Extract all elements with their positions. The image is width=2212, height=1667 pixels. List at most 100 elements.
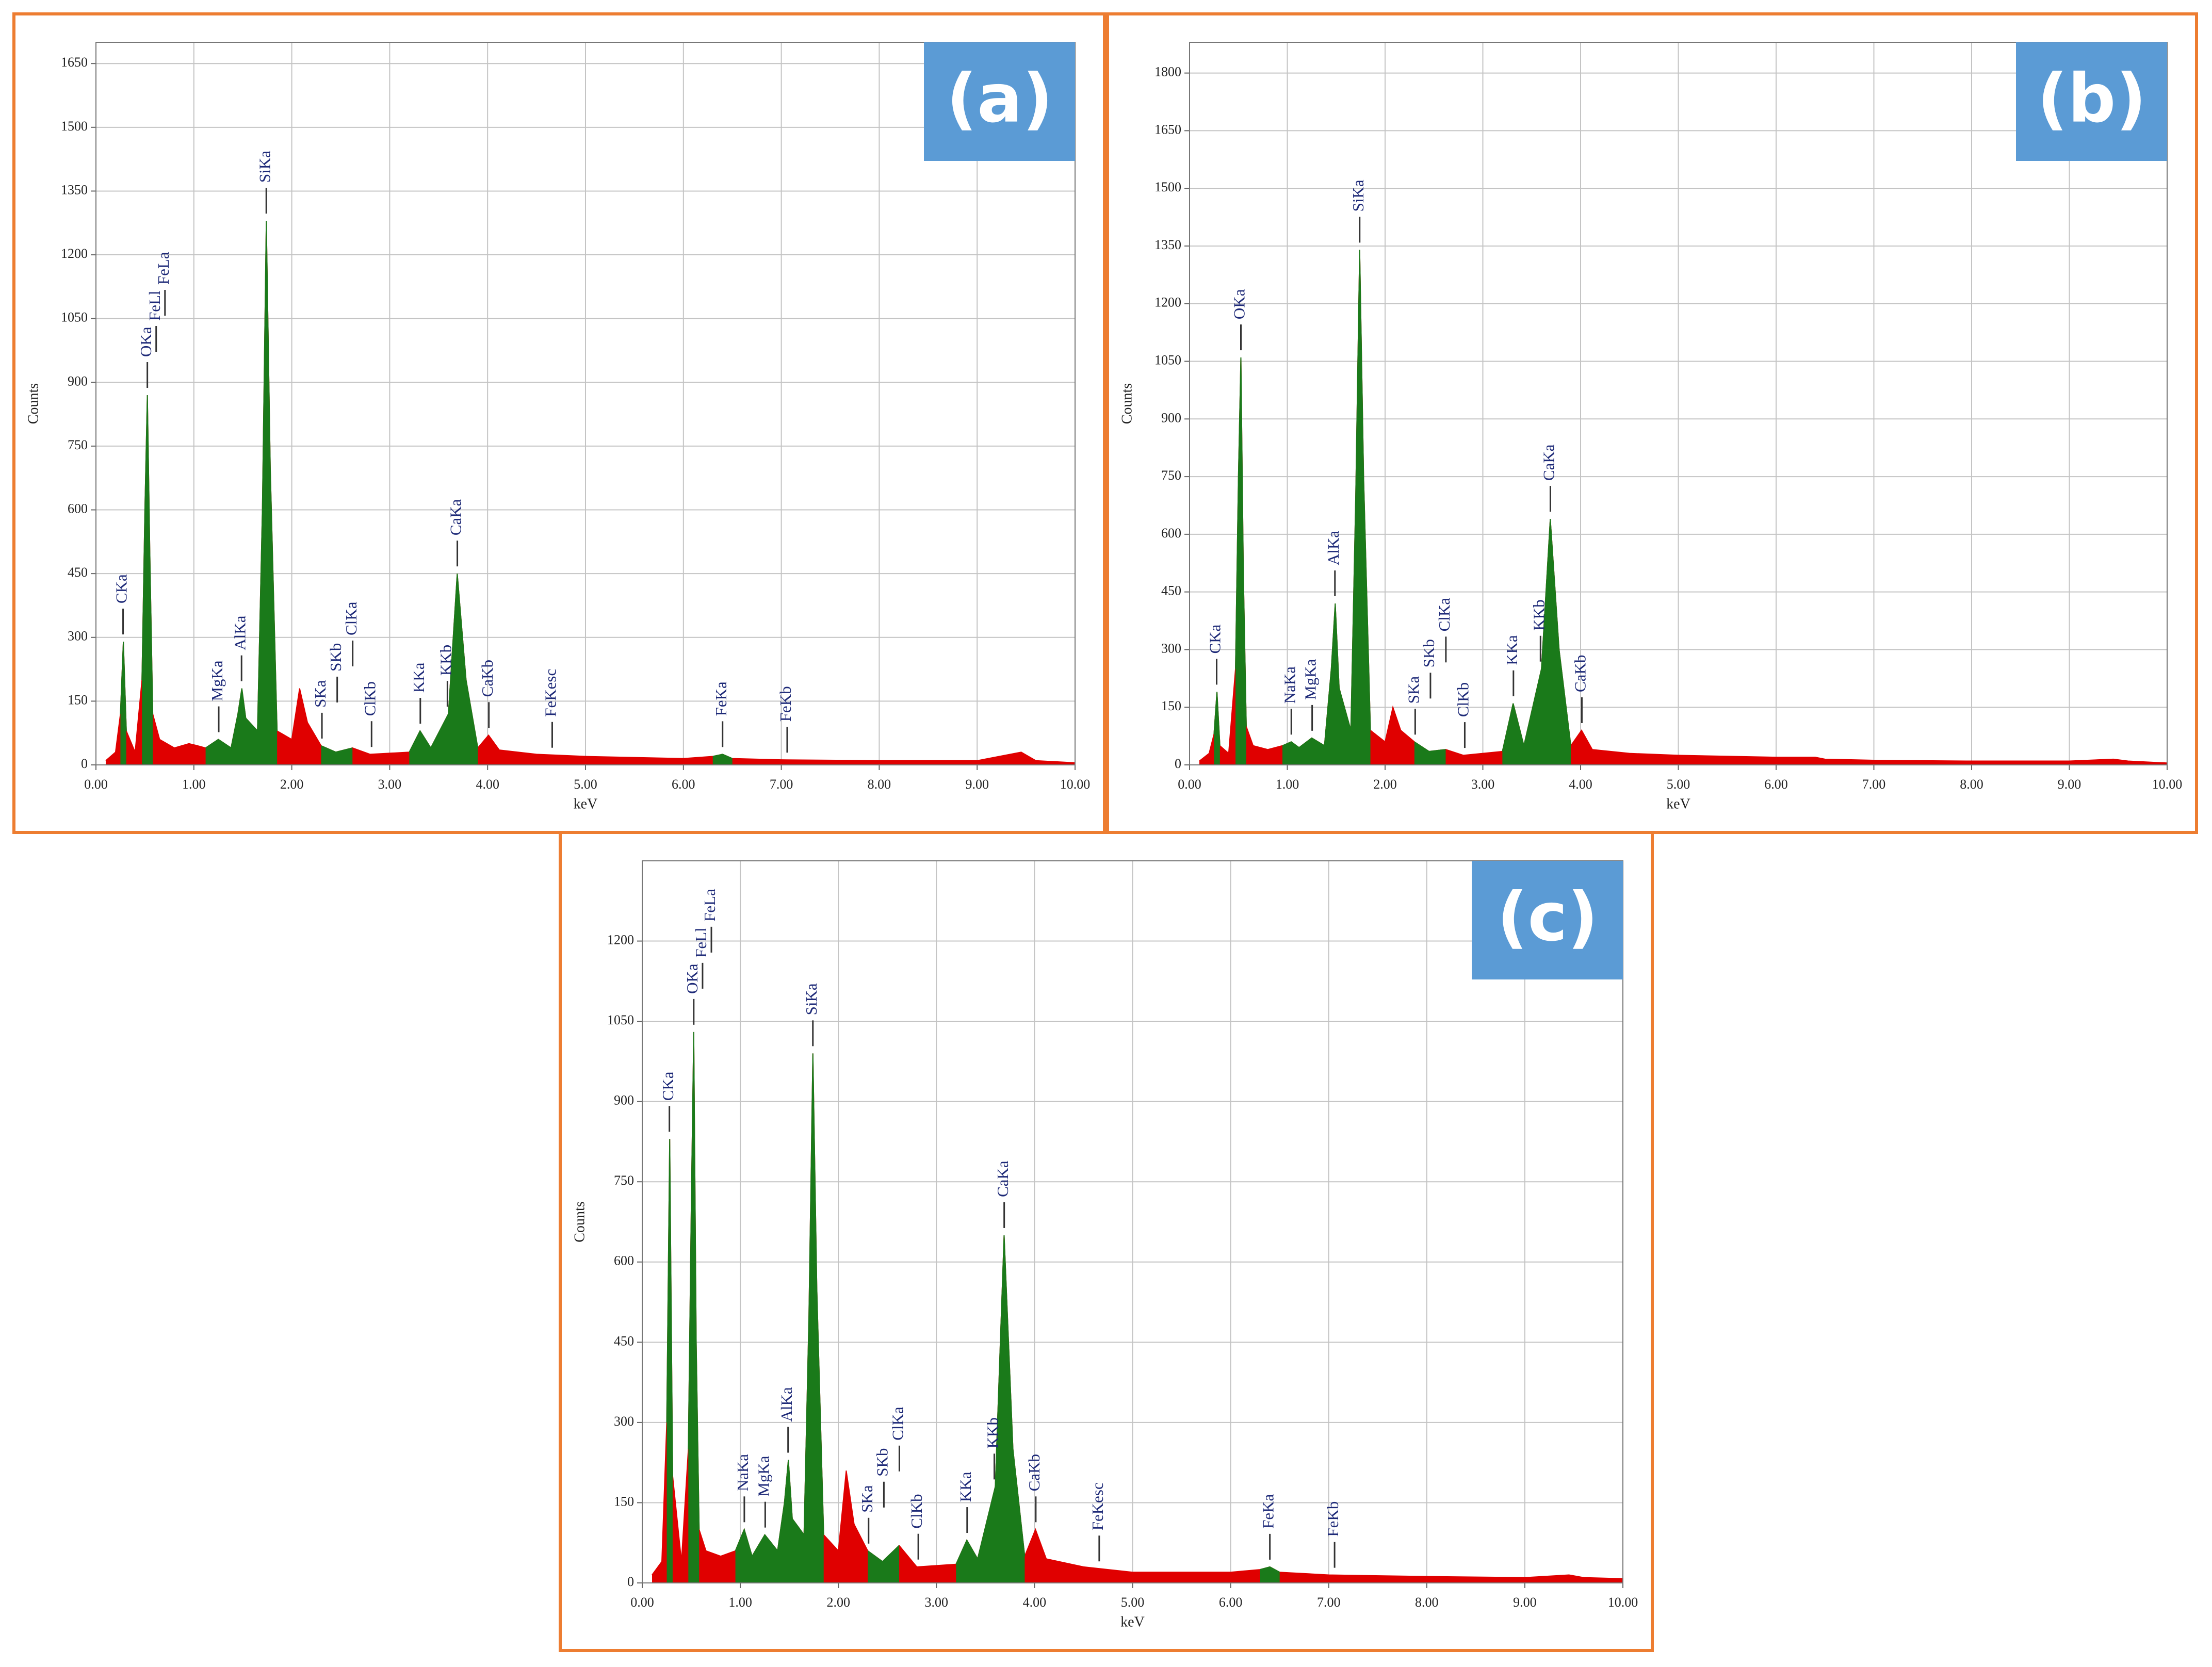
peak-label: FeKa — [1259, 1494, 1277, 1529]
y-tick-label: 300 — [68, 629, 88, 644]
spectrum-area — [666, 1032, 1280, 1583]
peak-label: CaKa — [994, 1161, 1012, 1197]
peak-label: FeKesc — [1088, 1482, 1107, 1530]
peak-label: SiKa — [802, 983, 820, 1015]
peak-label: KKa — [1503, 635, 1521, 665]
y-tick-label: 1050 — [607, 1012, 634, 1027]
peak-label: KKb — [984, 1417, 1002, 1448]
y-tick-label: 900 — [614, 1093, 634, 1108]
peak-label: CaKb — [1025, 1454, 1043, 1491]
spectrum-area — [120, 221, 733, 765]
y-tick-label: 1050 — [1154, 352, 1181, 367]
y-tick-label: 150 — [68, 692, 88, 707]
x-tick-label: 4.00 — [1569, 777, 1592, 792]
peak-label: OKa — [137, 326, 155, 357]
peak-label: KKa — [410, 662, 428, 693]
peak-label: SKb — [873, 1448, 891, 1477]
peak-label: ClKb — [361, 681, 379, 716]
x-tick-label: 6.00 — [1764, 777, 1788, 792]
plot-frame — [642, 860, 1623, 1583]
peak-label: FeKesc — [542, 669, 560, 717]
peak-label: SiKa — [255, 151, 273, 183]
peak-label: MgKa — [1302, 659, 1320, 699]
y-tick-label: 150 — [614, 1494, 634, 1509]
peak-label: CaKb — [1571, 655, 1589, 692]
peak-label: FeLa — [701, 889, 719, 922]
peak-label: CaKa — [1540, 444, 1558, 481]
x-tick-label: 7.00 — [770, 777, 793, 792]
peak-label: SiKa — [1349, 179, 1367, 211]
panel-border — [12, 12, 1106, 834]
peak-label: ClKb — [1454, 682, 1472, 717]
x-tick-label: 8.00 — [1415, 1595, 1439, 1610]
peak-label: NaKa — [1280, 666, 1298, 704]
panel-label: (a) — [947, 59, 1053, 138]
x-tick-label: 6.00 — [1219, 1595, 1243, 1610]
x-axis-label: keV — [574, 796, 598, 812]
peak-label: SKa — [311, 680, 329, 708]
y-axis-label: Counts — [25, 383, 41, 424]
peak-label: FeKb — [776, 686, 794, 722]
x-tick-label: 3.00 — [925, 1595, 949, 1610]
peak-label: SKa — [858, 1485, 876, 1513]
y-tick-label: 750 — [614, 1173, 634, 1188]
x-tick-label: 2.00 — [1373, 777, 1397, 792]
y-tick-label: 750 — [1161, 468, 1181, 483]
y-tick-label: 900 — [68, 373, 88, 388]
peak-label: KKa — [956, 1472, 974, 1502]
y-tick-label: 1200 — [1154, 295, 1181, 310]
y-tick-label: 900 — [1161, 410, 1181, 425]
panel-label-box — [924, 42, 1075, 161]
x-tick-label: 1.00 — [1276, 777, 1299, 792]
plot-frame — [95, 42, 1076, 765]
x-axis-label: keV — [1666, 796, 1690, 812]
x-tick-label: 0.00 — [630, 1595, 654, 1610]
y-tick-label: 1350 — [1154, 237, 1181, 252]
y-tick-label: 600 — [614, 1253, 634, 1268]
peak-label: ClKb — [907, 1494, 925, 1529]
y-tick-label: 450 — [68, 565, 88, 580]
peak-label: MgKa — [754, 1456, 772, 1496]
spectrum-line — [120, 221, 733, 759]
y-tick-label: 1350 — [61, 182, 88, 197]
peak-label: KKb — [436, 645, 454, 676]
panel-border — [559, 831, 1654, 1652]
y-tick-label: 1500 — [1154, 179, 1181, 194]
y-tick-label: 1800 — [1154, 64, 1181, 79]
y-tick-label: 0 — [81, 756, 88, 771]
x-tick-label: 9.00 — [965, 777, 989, 792]
x-tick-label: 10.00 — [2152, 777, 2183, 792]
y-tick-label: 600 — [1161, 526, 1181, 541]
x-tick-label: 6.00 — [672, 777, 695, 792]
x-tick-label: 9.00 — [1513, 1595, 1537, 1610]
peak-label: KKb — [1530, 599, 1548, 630]
peak-label: NaKa — [734, 1454, 752, 1492]
y-tick-label: 450 — [1161, 583, 1181, 598]
x-tick-label: 9.00 — [2058, 777, 2081, 792]
plot-frame — [1189, 42, 2168, 765]
y-tick-label: 0 — [1175, 756, 1181, 771]
peak-label: ClKa — [1435, 598, 1453, 632]
panel-label: (b) — [2037, 59, 2146, 138]
x-tick-label: 4.00 — [1023, 1595, 1047, 1610]
y-tick-label: 1200 — [61, 246, 88, 261]
y-axis-label: Counts — [572, 1201, 588, 1242]
x-tick-label: 7.00 — [1317, 1595, 1341, 1610]
peak-label: CKa — [659, 1071, 677, 1101]
spectrum-line — [1213, 250, 1572, 752]
peak-label: SKb — [1420, 639, 1438, 667]
x-tick-label: 2.00 — [280, 777, 304, 792]
x-tick-label: 0.00 — [84, 777, 108, 792]
x-tick-label: 5.00 — [574, 777, 597, 792]
panel-border — [1106, 12, 2198, 834]
x-tick-label: 2.00 — [826, 1595, 850, 1610]
peak-label: MgKa — [208, 660, 226, 701]
x-tick-label: 5.00 — [1667, 777, 1690, 792]
y-tick-label: 300 — [614, 1414, 634, 1429]
y-tick-label: 1050 — [61, 310, 88, 325]
y-tick-label: 1650 — [61, 55, 88, 70]
panel-label-box — [2016, 42, 2167, 161]
x-tick-label: 3.00 — [378, 777, 402, 792]
peak-label: FeLl — [145, 290, 164, 321]
